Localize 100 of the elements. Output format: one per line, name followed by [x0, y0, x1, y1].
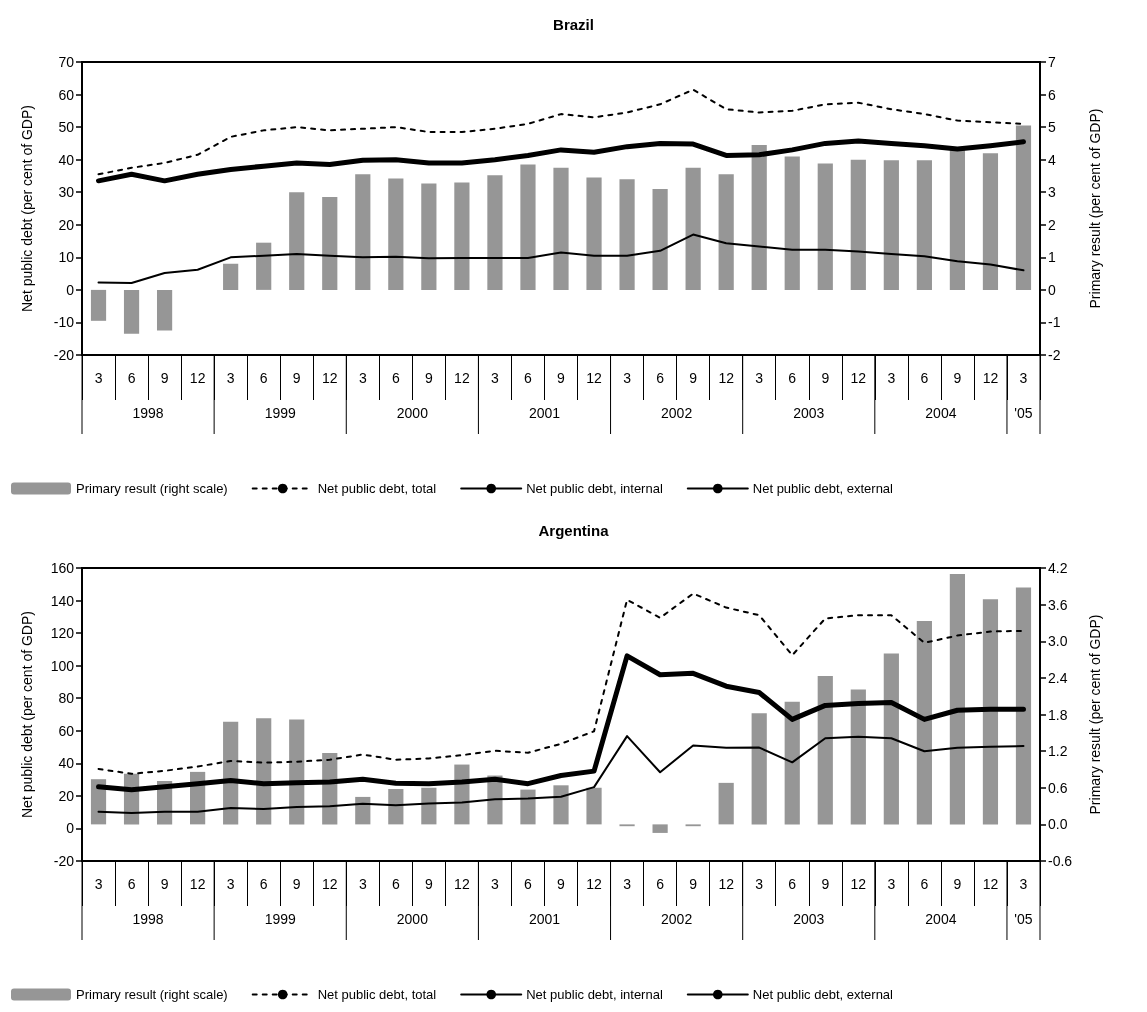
- bar: [553, 167, 569, 290]
- x-tick-label: 12: [982, 876, 999, 892]
- y2-tick-label: 1: [1048, 249, 1056, 266]
- y-tick-label: -10: [53, 314, 75, 331]
- x-tick-label: 3: [623, 876, 632, 892]
- bar: [520, 789, 536, 825]
- x-tick-label: 6: [391, 370, 400, 386]
- x-tick-label: 6: [920, 876, 929, 892]
- bar: [619, 179, 635, 290]
- x-tick-label: 9: [953, 876, 962, 892]
- text: 1998: [132, 911, 164, 927]
- chart-title: Argentina: [538, 522, 610, 539]
- text: 2004: [925, 405, 957, 421]
- bar: [487, 175, 503, 290]
- x-tick-label: 6: [788, 876, 797, 892]
- y2-tick-label: 2: [1048, 216, 1056, 233]
- bar: [916, 160, 932, 290]
- x-tick-label: 9: [424, 370, 433, 386]
- y2-tick-label: 0: [1048, 281, 1056, 298]
- x-tick-label: 12: [586, 876, 603, 892]
- x-tick-label: 9: [292, 370, 301, 386]
- y-tick-label: -20: [53, 853, 75, 869]
- x-tick-label: 12: [454, 370, 470, 386]
- bar: [355, 796, 371, 825]
- text: 1998: [132, 405, 164, 421]
- x-tick-label: 12: [454, 876, 470, 892]
- y-tick-label: 120: [50, 625, 75, 642]
- bar: [156, 289, 173, 331]
- x-tick-label: 3: [491, 370, 500, 386]
- bar: [454, 182, 470, 290]
- x-tick-label: 12: [850, 370, 867, 386]
- y-tick-label: 0: [66, 820, 75, 837]
- bar: [322, 197, 338, 290]
- text: '05: [1014, 405, 1033, 421]
- x-tick-label: 3: [94, 370, 103, 386]
- x-tick-label: 3: [623, 370, 632, 386]
- y2-tick-label: -2: [1048, 347, 1061, 363]
- bar: [949, 574, 966, 825]
- y2-axis-title: Primary result (per cent of GDP): [1087, 614, 1103, 815]
- x-tick-label: 9: [689, 876, 698, 892]
- y-tick-label: 20: [58, 216, 75, 233]
- y-tick-label: 10: [58, 249, 75, 266]
- bar: [652, 824, 668, 833]
- bar: [388, 788, 404, 825]
- text: 2002: [661, 405, 693, 421]
- bar: [223, 263, 239, 290]
- legend-label: Primary result (right scale): [76, 481, 228, 496]
- bar: [586, 177, 602, 290]
- x-tick-label: 9: [821, 876, 830, 892]
- text: 2002: [661, 911, 693, 927]
- y-tick-label: -20: [53, 347, 75, 363]
- x-tick-label: 9: [160, 370, 169, 386]
- y2-axis-title: Primary result (per cent of GDP): [1087, 108, 1103, 309]
- x-tick-label: 12: [718, 876, 735, 892]
- bar: [916, 621, 932, 825]
- y2-tick-label: 5: [1048, 119, 1056, 136]
- x-tick-label: 6: [391, 876, 400, 892]
- y2-tick-label: 6: [1048, 86, 1056, 103]
- y-axis-title: Net public debt (per cent of GDP): [19, 105, 35, 312]
- bar: [982, 599, 999, 825]
- bar: [421, 787, 437, 825]
- bar: [751, 145, 767, 290]
- bar: [718, 782, 734, 825]
- y-tick-label: 140: [50, 592, 75, 609]
- y2-tick-label: -0.6: [1048, 853, 1073, 869]
- x-tick-label: 6: [524, 876, 533, 892]
- x-tick-label: 9: [292, 876, 301, 892]
- bar: [1015, 587, 1032, 825]
- text: 2000: [396, 911, 429, 927]
- x-tick-label: 3: [1019, 876, 1028, 892]
- bar: [784, 701, 800, 825]
- text: 2001: [528, 405, 561, 421]
- y-tick-label: 60: [58, 722, 75, 739]
- x-tick-label: 6: [524, 370, 533, 386]
- legend-label: Net public debt, total: [317, 481, 437, 496]
- legend-label: Primary result (right scale): [76, 987, 228, 1002]
- x-tick-label: 12: [850, 876, 867, 892]
- x-tick-label: 6: [920, 370, 929, 386]
- bar: [553, 785, 569, 825]
- y-tick-label: 40: [58, 755, 75, 772]
- bar: [685, 167, 701, 290]
- y-tick-label: 30: [58, 184, 75, 201]
- legend-label: Net public debt, external: [752, 987, 894, 1002]
- bar: [355, 174, 371, 290]
- text: 1999: [264, 911, 296, 927]
- y-tick-label: 80: [58, 690, 75, 707]
- x-tick-label: 9: [821, 370, 830, 386]
- legend-label: Net public debt, total: [317, 987, 437, 1002]
- line-series: [97, 233, 1025, 285]
- bar: [90, 289, 107, 321]
- x-tick-label: 3: [358, 370, 367, 386]
- text: 2001: [528, 911, 561, 927]
- bar: [850, 159, 866, 290]
- y-tick-label: 0: [66, 281, 75, 298]
- x-tick-label: 3: [491, 876, 500, 892]
- text: '05: [1014, 911, 1033, 927]
- bar: [289, 192, 305, 290]
- x-tick-label: 6: [259, 876, 268, 892]
- x-tick-label: 3: [887, 876, 896, 892]
- x-tick-label: 9: [953, 370, 962, 386]
